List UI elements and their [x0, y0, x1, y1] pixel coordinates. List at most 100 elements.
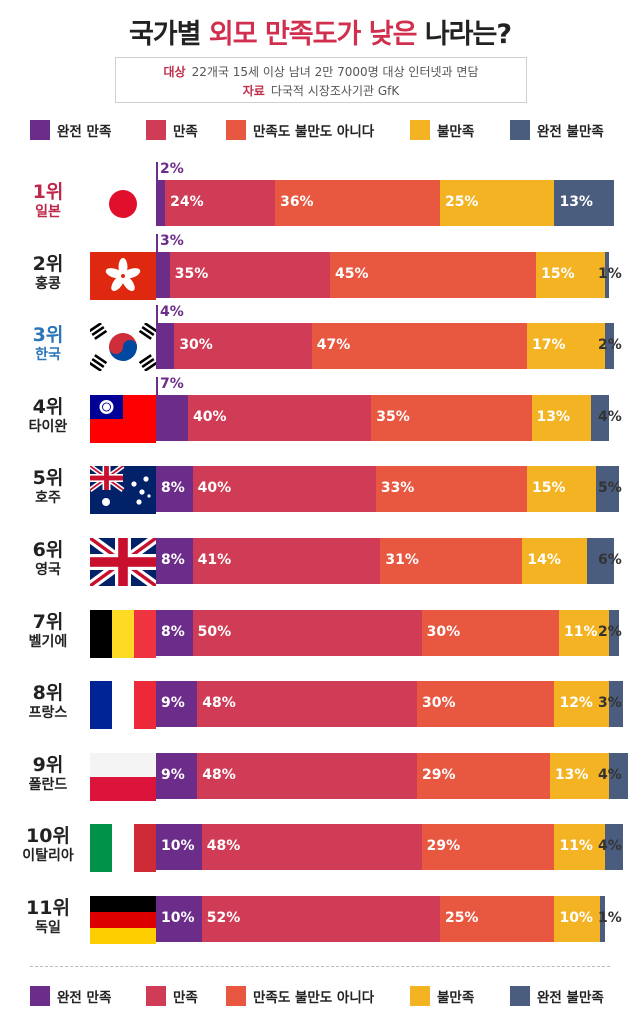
- legend-label: 불만족: [437, 990, 475, 1006]
- data-label: 41%: [197, 552, 232, 568]
- legend-bottom: 완전 만족 만족 만족도 불만도 아니다 불만족 완전 불만족: [0, 985, 640, 1007]
- bar-segment: [201, 896, 440, 942]
- country-name: 벨기에: [28, 634, 68, 650]
- rank-label: 11위 독일: [8, 897, 88, 937]
- bar-segment: [595, 466, 619, 512]
- bar-segment: [174, 323, 312, 369]
- korea-flag: [90, 323, 156, 371]
- legend-item: 만족도 불만도 아니다: [226, 985, 374, 1007]
- legend-swatch: [510, 120, 530, 140]
- bar-segment: [554, 896, 601, 942]
- japan-flag: [90, 180, 156, 228]
- rank-number: 4위: [32, 396, 64, 418]
- data-label: 15%: [531, 480, 566, 496]
- bar-segment: [609, 681, 624, 727]
- data-label: 3%: [598, 695, 622, 711]
- data-label: 1%: [598, 910, 622, 926]
- legend-swatch: [226, 120, 246, 140]
- legend-swatch: [30, 120, 50, 140]
- legend-item: 완전 만족: [30, 119, 111, 141]
- data-label: 45%: [335, 266, 369, 282]
- bar-segment: [522, 538, 587, 584]
- data-label: 24%: [170, 194, 204, 210]
- bar-segment: [421, 610, 560, 656]
- data-label: 12%: [559, 695, 593, 711]
- chart-title: 국가별 외모 만족도가 낮은 나라는?: [128, 19, 512, 50]
- legend-label: 완전 불만족: [537, 124, 604, 140]
- data-label: 15%: [541, 266, 575, 282]
- rank-number: 5위: [32, 467, 64, 489]
- bar-segment: [554, 824, 605, 870]
- bar-segment: [192, 538, 381, 584]
- data-label: 10%: [559, 910, 593, 926]
- legend-swatch: [510, 986, 530, 1006]
- bar-segment: [559, 610, 610, 656]
- country-name: 한국: [35, 347, 61, 363]
- rank-number: 11위: [26, 897, 70, 919]
- legend-label: 만족도 불만도 아니다: [253, 124, 375, 140]
- bar-segment: [201, 824, 422, 870]
- country-name: 호주: [35, 490, 61, 506]
- data-label: 13%: [554, 767, 589, 783]
- bar-segment: [526, 466, 596, 512]
- data-label: 13%: [536, 409, 571, 425]
- country-name: 영국: [35, 562, 61, 578]
- bar-segment: [549, 753, 610, 799]
- data-label: 52%: [206, 910, 241, 926]
- bar-segment: [156, 180, 166, 226]
- bar-segment: [275, 180, 440, 226]
- bar-segment: [417, 681, 555, 727]
- label-tick: [156, 305, 158, 323]
- data-label: 11%: [564, 624, 598, 640]
- legend-swatch: [410, 120, 430, 140]
- rank-number: 1위: [32, 181, 64, 203]
- rank-number: 3위: [32, 324, 64, 346]
- rank-label: 8위 프랑스: [8, 682, 88, 722]
- data-label: 2%: [598, 337, 622, 353]
- bar-segment: [609, 753, 628, 799]
- legend-item: 완전 불만족: [510, 119, 604, 141]
- data-label: 14%: [527, 552, 561, 568]
- bar-segment: [586, 538, 614, 584]
- bar-segment: [156, 323, 175, 369]
- data-label: 11%: [559, 838, 593, 854]
- legend-label: 만족도 불만도 아니다: [253, 990, 375, 1006]
- rank-number: 2위: [32, 253, 64, 275]
- data-label: 25%: [444, 194, 479, 210]
- legend-label: 만족: [173, 124, 198, 140]
- poland-flag: [90, 753, 156, 801]
- italy-flag: [90, 824, 156, 872]
- bar-segment: [197, 681, 418, 727]
- data-label: 17%: [531, 337, 566, 353]
- label-tick: [156, 234, 158, 252]
- data-label: 9%: [161, 695, 185, 711]
- bar-segment: [197, 753, 418, 799]
- data-label: 30%: [179, 337, 213, 353]
- legend-label: 완전 만족: [57, 990, 112, 1006]
- data-label: 47%: [316, 337, 351, 353]
- data-label: 2%: [160, 161, 184, 177]
- data-label: 25%: [444, 910, 479, 926]
- country-name: 프랑스: [28, 705, 68, 721]
- rank-label: 2위 홍콩: [8, 253, 88, 293]
- rank-number: 10위: [26, 825, 70, 847]
- bar-segment: [604, 252, 610, 298]
- data-label: 4%: [160, 304, 184, 320]
- legend-swatch: [226, 986, 246, 1006]
- data-label: 40%: [197, 480, 232, 496]
- legend-top: 완전 만족 만족 만족도 불만도 아니다 불만족 완전 불만족: [0, 119, 640, 141]
- legend-item: 만족: [146, 985, 198, 1007]
- bar-segment: [591, 395, 610, 441]
- bar-segment: [156, 896, 202, 942]
- rank-label: 7위 벨기에: [8, 611, 88, 651]
- bar-segment: [600, 896, 605, 942]
- data-label: 8%: [161, 552, 185, 568]
- legend-item: 완전 만족: [30, 985, 111, 1007]
- legend-item: 불만족: [410, 119, 474, 141]
- uk-flag: [90, 538, 156, 586]
- data-label: 35%: [174, 266, 209, 282]
- bar-segment: [156, 466, 193, 512]
- country-name: 이탈리아: [22, 848, 74, 864]
- taiwan-flag: [90, 395, 156, 443]
- bar-segment: [188, 395, 372, 441]
